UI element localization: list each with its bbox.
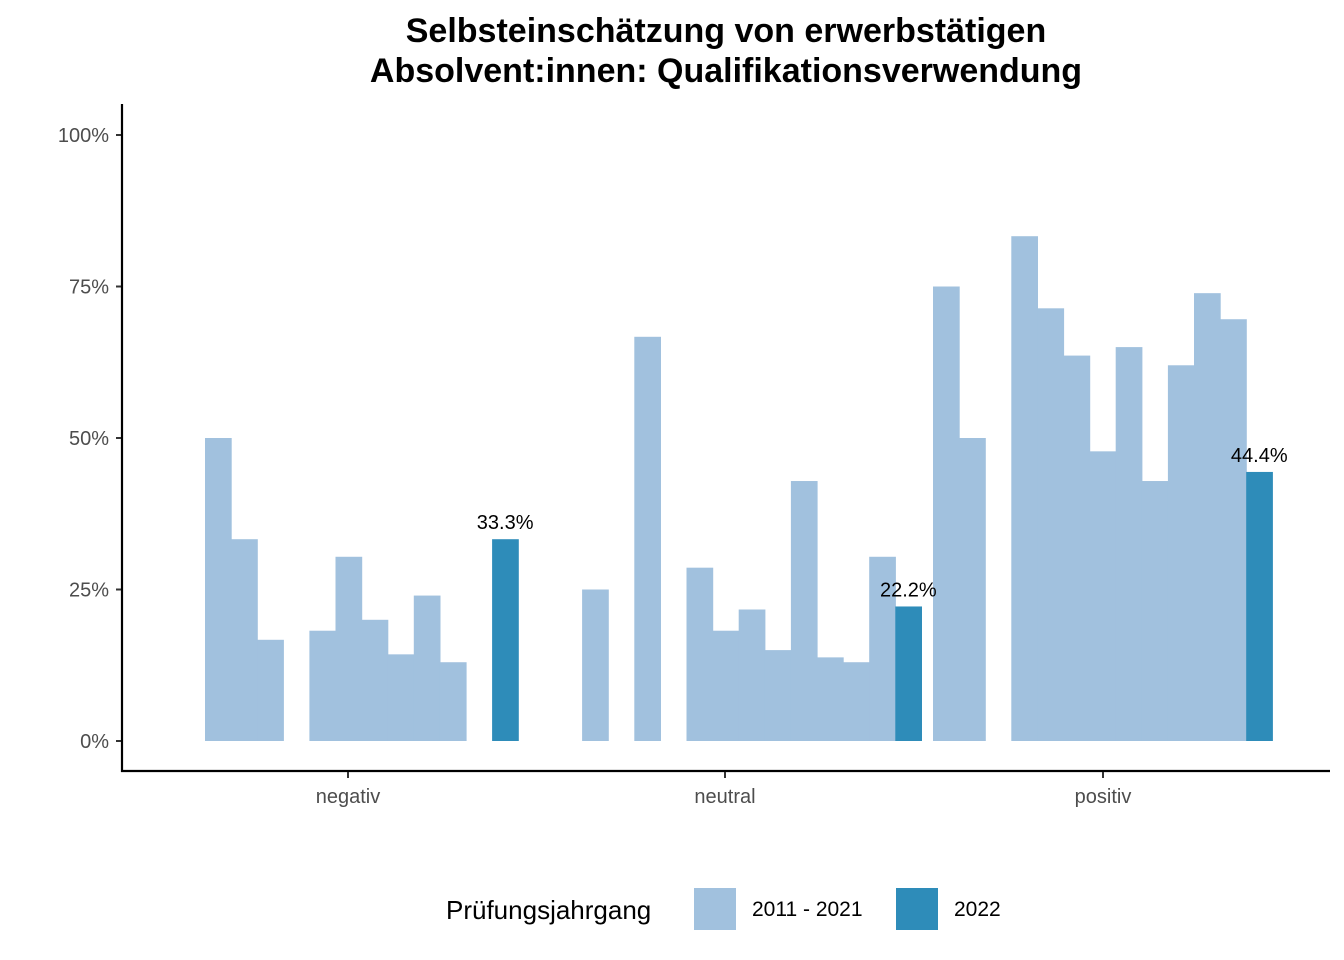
bar-historic-positiv [1037,308,1065,741]
bar-historic-positiv [1115,347,1143,741]
y-tick-label: 100% [58,125,109,147]
bar-historic-neutral [582,589,609,741]
bar-current-positiv [1246,471,1273,741]
x-tick-label-neutral: neutral [694,786,755,808]
y-tick-label: 75% [69,277,109,299]
bar-historic-neutral [686,567,714,741]
bar-historic-positiv [959,438,986,741]
bar-historic-neutral [738,609,766,741]
legend-label-2011-2021: 2011 - 2021 [752,898,863,921]
legend-label-2022: 2022 [954,898,1001,921]
bar-historic-positiv [1141,481,1169,741]
bar-historic-neutral [869,556,896,741]
legend-title: Prüfungsjahrgang [446,895,651,925]
bar-historic-negativ [361,619,389,741]
bar-historic-neutral [712,630,740,741]
data-label-positiv: 44.4% [1231,445,1288,467]
bar-current-negativ [492,539,519,741]
legend: Prüfungsjahrgang 2011 - 2021 2022 [446,888,1001,930]
x-tick-label-positiv: positiv [1075,786,1132,808]
y-tick-label: 0% [80,731,109,753]
bar-historic-positiv [933,286,960,741]
bar-historic-neutral [634,336,661,741]
x-axis-ticks: negativ neutral positiv [316,772,1132,808]
bar-historic-neutral [790,481,818,741]
bar-historic-neutral [817,657,844,741]
bar-historic-positiv [1167,365,1195,741]
chart-title-line-2: Absolvent:innen: Qualifikationsverwendun… [370,52,1082,90]
bar-historic-negativ [257,639,284,741]
legend-swatch-2011-2021 [694,888,736,930]
bar-historic-positiv [1011,236,1038,741]
bar-historic-negativ [231,539,258,741]
bar-historic-neutral [843,662,870,741]
bar-historic-neutral [764,650,792,741]
bar-historic-negativ [309,630,337,741]
data-labels-group: 33.3% 22.2% 44.4% [477,445,1288,602]
y-axis-ticks: 0% 25% 50% 75% 100% [58,125,122,753]
x-tick-label-negativ: negativ [316,786,381,808]
bar-current-neutral [895,606,922,741]
bar-historic-negativ [205,438,232,741]
bar-historic-positiv [1220,319,1247,741]
y-tick-label: 50% [69,428,109,450]
bar-historic-negativ [439,662,467,741]
data-label-negativ: 33.3% [477,512,534,534]
bars-group [205,236,1273,741]
legend-swatch-2022 [896,888,938,930]
chart-title-line-1: Selbsteinschätzung von erwerbstätigen [406,12,1046,50]
data-label-neutral: 22.2% [880,579,937,601]
bar-historic-negativ [413,595,441,741]
bar-historic-positiv [1089,451,1117,741]
bar-historic-positiv [1194,293,1221,741]
y-tick-label: 25% [69,580,109,602]
bar-historic-positiv [1063,355,1091,741]
bar-historic-negativ [335,556,363,741]
bar-historic-negativ [387,654,415,741]
